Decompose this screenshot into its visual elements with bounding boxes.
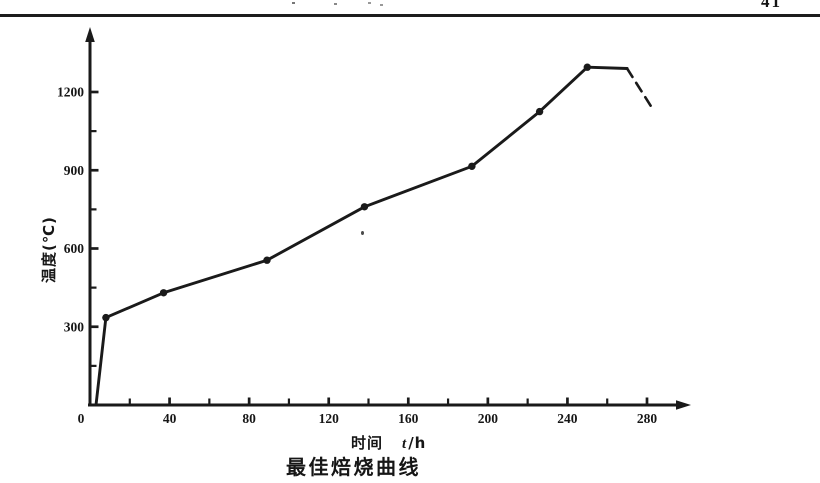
data-point-marker: [535, 107, 544, 116]
x-tick-label-40: 40: [163, 411, 177, 426]
y-tick-label-900: 900: [64, 163, 85, 178]
page-header-rule: [0, 14, 820, 17]
x-tick-label-200: 200: [478, 411, 499, 426]
data-point-marker: [102, 313, 110, 322]
x-axis-title-variable: t: [402, 436, 408, 452]
data-point-marker: [360, 203, 369, 211]
series-optimal-roasting-curve: [94, 65, 629, 407]
x-axis-title-cn: 时间: [351, 434, 384, 452]
data-point-marker: [159, 289, 168, 297]
data-point-marker: [468, 162, 476, 170]
stray-mark: [361, 231, 364, 235]
y-tick-label-600: 600: [64, 241, 85, 256]
x-axis-title-unit: /h: [408, 434, 427, 452]
page-number: 41: [761, 0, 782, 11]
y-axis-arrowhead: [85, 27, 95, 42]
x-tick-label-280: 280: [637, 411, 658, 426]
data-point-marker: [263, 256, 271, 264]
x-tick-label-120: 120: [319, 411, 340, 426]
x-tick-label-0: 0: [78, 411, 85, 426]
y-tick-label-300: 300: [64, 319, 85, 334]
y-tick-label-1200: 1200: [57, 85, 84, 100]
cropped-text-specks: [292, 2, 295, 4]
x-tick-label-160: 160: [398, 411, 419, 426]
data-point-marker: [583, 63, 591, 71]
x-axis-arrowhead: [676, 400, 691, 410]
y-axis-title: 温度(℃): [40, 216, 58, 283]
x-axis-title: 时间 t/h: [351, 432, 426, 453]
figure-caption: 最佳焙烧曲线: [286, 455, 421, 479]
x-tick-label-240: 240: [557, 411, 578, 426]
series-cooling-projection: [625, 67, 653, 108]
x-tick-label-80: 80: [242, 411, 256, 426]
